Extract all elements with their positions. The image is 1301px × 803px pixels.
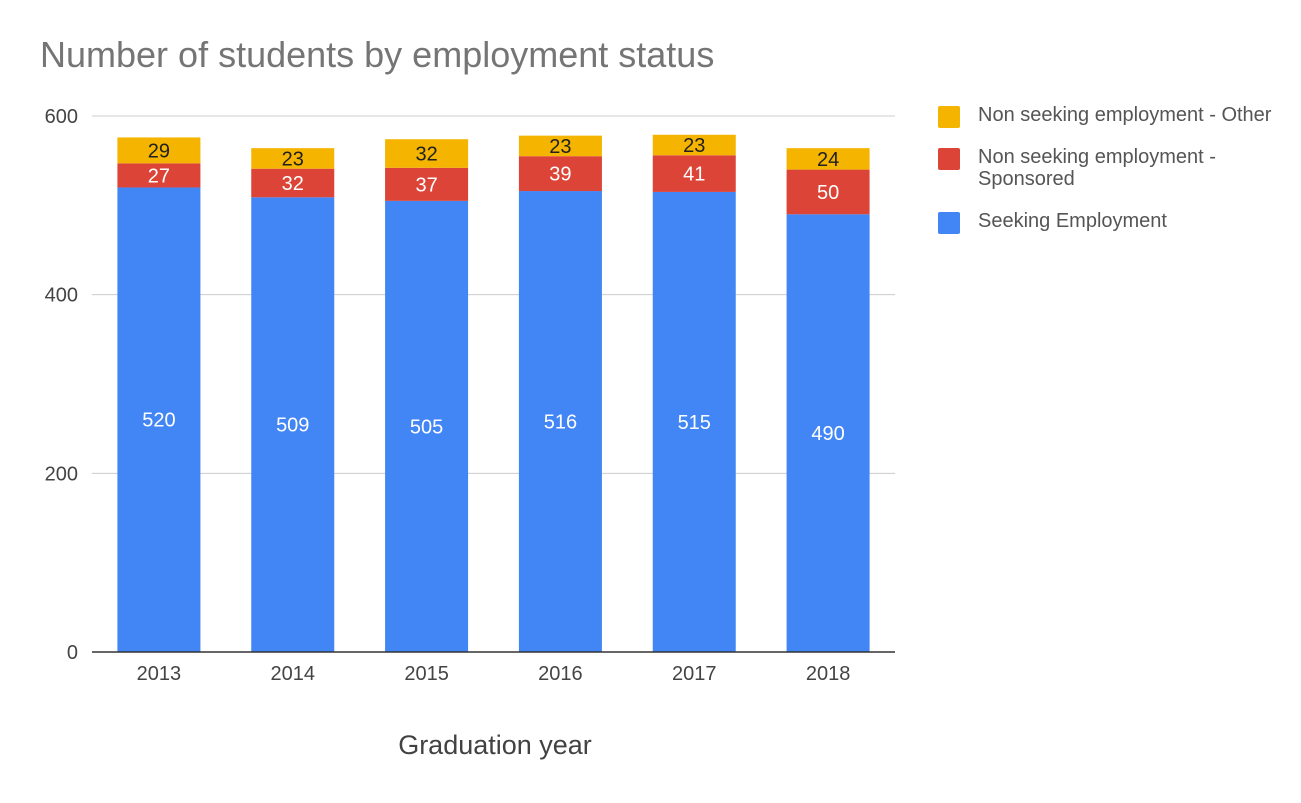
legend-item-sponsored[interactable]: Non seeking employment - Sponsored bbox=[938, 146, 1278, 190]
legend-label-seeking: Seeking Employment bbox=[978, 210, 1167, 232]
data-label-2015-series-0: 505 bbox=[410, 416, 443, 438]
bar-2015-series-1 bbox=[385, 167, 469, 201]
data-label-2013-series-2: 29 bbox=[148, 140, 170, 162]
y-tick-label-0: 0 bbox=[67, 642, 78, 664]
data-label-2013-series-0: 520 bbox=[142, 410, 175, 432]
x-tick-label-2016: 2016 bbox=[538, 663, 583, 685]
bar-2017-series-2 bbox=[652, 134, 736, 156]
chart-title: Number of students by employment status bbox=[40, 34, 715, 75]
bar-2018-series-0 bbox=[786, 214, 870, 652]
legend-item-seeking[interactable]: Seeking Employment bbox=[938, 210, 1278, 234]
legend-swatch-sponsored bbox=[938, 148, 960, 170]
x-axis-title: Graduation year bbox=[398, 730, 592, 760]
data-label-2015-series-2: 32 bbox=[415, 144, 437, 166]
x-tick-label-2018: 2018 bbox=[806, 663, 851, 685]
data-label-2017-series-2: 23 bbox=[683, 135, 705, 157]
data-label-2016-series-2: 23 bbox=[549, 136, 571, 158]
data-label-2018-series-0: 490 bbox=[811, 423, 844, 445]
bar-2013-series-0 bbox=[117, 187, 201, 652]
data-label-2015-series-1: 37 bbox=[415, 174, 437, 196]
bar-2013-series-1 bbox=[117, 163, 201, 188]
data-label-2014-series-1: 32 bbox=[282, 173, 304, 195]
y-tick-label-600: 600 bbox=[45, 106, 78, 128]
data-label-2016-series-1: 39 bbox=[549, 164, 571, 186]
x-tick-label-2015: 2015 bbox=[404, 663, 449, 685]
legend: Non seeking employment - Other Non seeki… bbox=[938, 104, 1278, 252]
y-tick-label-200: 200 bbox=[45, 463, 78, 485]
x-tick-label-2014: 2014 bbox=[271, 663, 316, 685]
bar-2016-series-2 bbox=[518, 135, 602, 157]
data-label-2018-series-2: 24 bbox=[817, 149, 839, 171]
data-label-2014-series-0: 509 bbox=[276, 415, 309, 437]
legend-swatch-other bbox=[938, 106, 960, 128]
data-label-2014-series-2: 23 bbox=[282, 148, 304, 170]
data-label-2016-series-0: 516 bbox=[544, 412, 577, 434]
y-tick-label-400: 400 bbox=[45, 285, 78, 307]
bar-2015-series-2 bbox=[385, 139, 469, 168]
x-tick-label-2013: 2013 bbox=[137, 663, 182, 685]
data-label-2018-series-1: 50 bbox=[817, 182, 839, 204]
bar-2014-series-2 bbox=[251, 148, 335, 169]
bar-2015-series-0 bbox=[385, 200, 469, 652]
legend-item-other[interactable]: Non seeking employment - Other bbox=[938, 104, 1278, 128]
bar-2017-series-0 bbox=[652, 191, 736, 652]
legend-label-other: Non seeking employment - Other bbox=[978, 104, 1272, 126]
data-label-2013-series-1: 27 bbox=[148, 165, 170, 187]
bar-2014-series-1 bbox=[251, 168, 335, 198]
bar-2016-series-0 bbox=[518, 191, 602, 653]
bar-2016-series-1 bbox=[518, 156, 602, 192]
bar-2013-series-2 bbox=[117, 137, 201, 164]
legend-swatch-seeking bbox=[938, 212, 960, 234]
x-tick-label-2017: 2017 bbox=[672, 663, 717, 685]
data-label-2017-series-1: 41 bbox=[683, 164, 705, 186]
bar-2017-series-1 bbox=[652, 155, 736, 192]
data-label-2017-series-0: 515 bbox=[678, 412, 711, 434]
bar-2014-series-0 bbox=[251, 197, 335, 652]
bar-2018-series-2 bbox=[786, 148, 870, 170]
legend-label-sponsored: Non seeking employment - Sponsored bbox=[978, 146, 1216, 190]
bar-2018-series-1 bbox=[786, 169, 870, 215]
